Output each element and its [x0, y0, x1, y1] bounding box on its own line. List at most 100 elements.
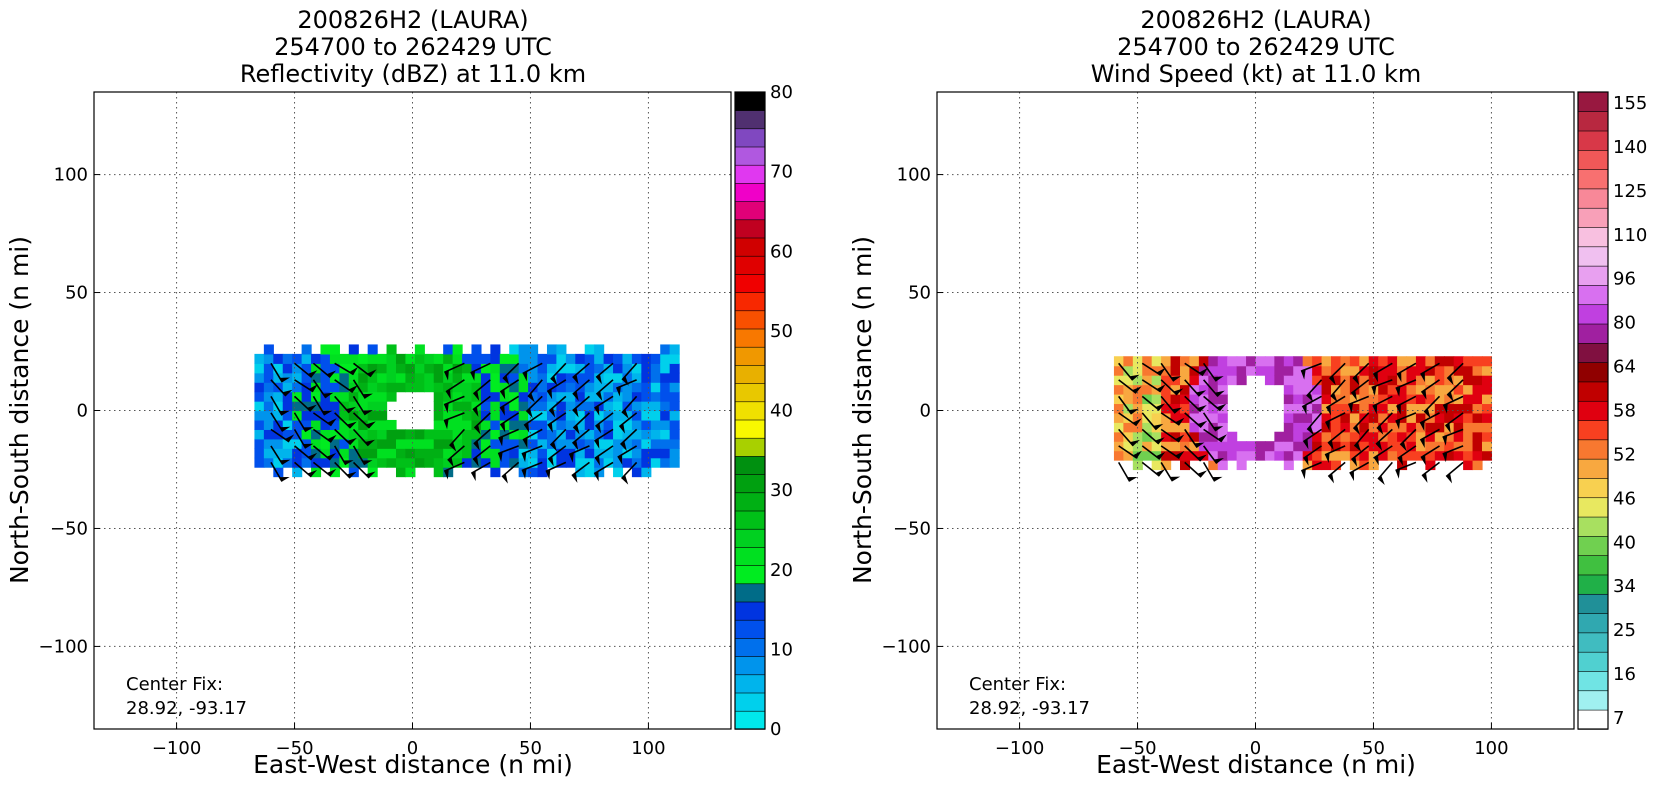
field-cell	[1246, 441, 1256, 451]
field-cell	[1406, 385, 1416, 395]
colorbar: 01020304050607080	[735, 82, 793, 740]
field-cell	[1180, 451, 1190, 461]
colorbar-swatch	[735, 420, 765, 439]
colorbar-swatch	[735, 238, 765, 257]
field-cell	[387, 392, 397, 402]
field-cell	[1227, 375, 1237, 385]
colorbar-tick-label: 10	[770, 639, 793, 660]
field-cell	[509, 420, 519, 430]
colorbar: 716253440465258648096110125140155	[1578, 92, 1647, 729]
field-cell	[1463, 432, 1473, 442]
field-cell	[1265, 366, 1275, 376]
field-cell	[1435, 375, 1445, 385]
field-cell	[471, 344, 481, 354]
field-cell	[302, 392, 312, 402]
field-cell	[1274, 375, 1284, 385]
x-tick-label: −100	[152, 738, 201, 759]
field-cell	[660, 411, 670, 421]
field-cell	[424, 382, 434, 392]
colorbar-swatch	[735, 583, 765, 602]
field-cell	[377, 429, 387, 439]
field-cell	[490, 373, 500, 383]
field-cell	[509, 448, 519, 458]
field-cell	[660, 354, 670, 364]
field-cell	[254, 448, 264, 458]
field-cell	[415, 458, 425, 468]
field-cell	[1256, 356, 1266, 366]
field-cell	[443, 354, 453, 364]
field-cell	[396, 363, 406, 373]
field-cell	[566, 354, 576, 364]
field-cell	[292, 448, 302, 458]
field-cell	[424, 373, 434, 383]
field-cell	[660, 448, 670, 458]
field-cell	[1322, 366, 1332, 376]
field-cell	[1378, 403, 1388, 413]
field-cell	[660, 429, 670, 439]
field-cell	[670, 354, 680, 364]
colorbar-swatch	[1578, 266, 1608, 286]
plot-area	[94, 92, 731, 729]
field-cell	[528, 354, 538, 364]
colorbar-swatch	[1578, 304, 1608, 324]
field-cell	[1293, 451, 1303, 461]
field-cell	[462, 448, 472, 458]
field-cell	[1340, 441, 1350, 451]
field-cell	[1435, 366, 1445, 376]
field-cell	[415, 382, 425, 392]
field-cell	[632, 401, 642, 411]
field-cell	[1350, 413, 1360, 423]
field-cell	[1114, 385, 1124, 395]
field-cell	[320, 344, 330, 354]
field-cell	[1171, 394, 1181, 404]
colorbar-swatch	[735, 547, 765, 566]
field-cell	[613, 363, 623, 373]
field-cell	[1237, 356, 1247, 366]
field-cell	[292, 354, 302, 364]
field-cell	[651, 411, 661, 421]
field-cell	[632, 448, 642, 458]
colorbar-swatch	[1578, 92, 1608, 112]
field-cell	[613, 354, 623, 364]
colorbar-swatch	[735, 492, 765, 511]
field-cell	[462, 354, 472, 364]
field-cell	[490, 344, 500, 354]
field-cell	[1237, 366, 1247, 376]
field-cell	[1123, 394, 1133, 404]
field-cell	[283, 401, 293, 411]
field-cell	[339, 354, 349, 364]
colorbar-swatch	[735, 711, 765, 730]
field-cell	[453, 401, 463, 411]
y-tick-label: 100	[54, 165, 88, 186]
field-cell	[1199, 432, 1209, 442]
field-cell	[396, 467, 406, 477]
field-cell	[358, 429, 368, 439]
field-cell	[1388, 385, 1398, 395]
field-cell	[519, 382, 529, 392]
grid	[937, 92, 1574, 729]
colorbar-swatch	[735, 165, 765, 184]
field-cell	[1218, 413, 1228, 423]
field-cell	[651, 429, 661, 439]
field-cell	[387, 354, 397, 364]
field-cell	[538, 373, 548, 383]
panel-reflectivity: 200826H2 (LAURA) 254700 to 262429 UTC Re…	[5, 6, 793, 779]
colorbar-tick-label: 40	[1613, 532, 1636, 553]
field-cell	[462, 382, 472, 392]
field-cell	[651, 448, 661, 458]
field-cell	[556, 382, 566, 392]
field-cell	[1454, 385, 1464, 395]
field-cell	[1397, 356, 1407, 366]
field-cell	[1123, 356, 1133, 366]
colorbar-swatch	[1578, 671, 1608, 691]
field-cell	[1473, 394, 1483, 404]
field-cell	[641, 392, 651, 402]
field-cell	[283, 448, 293, 458]
field-cell	[377, 439, 387, 449]
colorbar-tick-label: 50	[770, 321, 793, 342]
field-cell	[604, 354, 614, 364]
field-cell	[509, 382, 519, 392]
field-cell	[1114, 413, 1124, 423]
colorbar-tick-label: 110	[1613, 225, 1647, 246]
field-cell	[1322, 385, 1332, 395]
